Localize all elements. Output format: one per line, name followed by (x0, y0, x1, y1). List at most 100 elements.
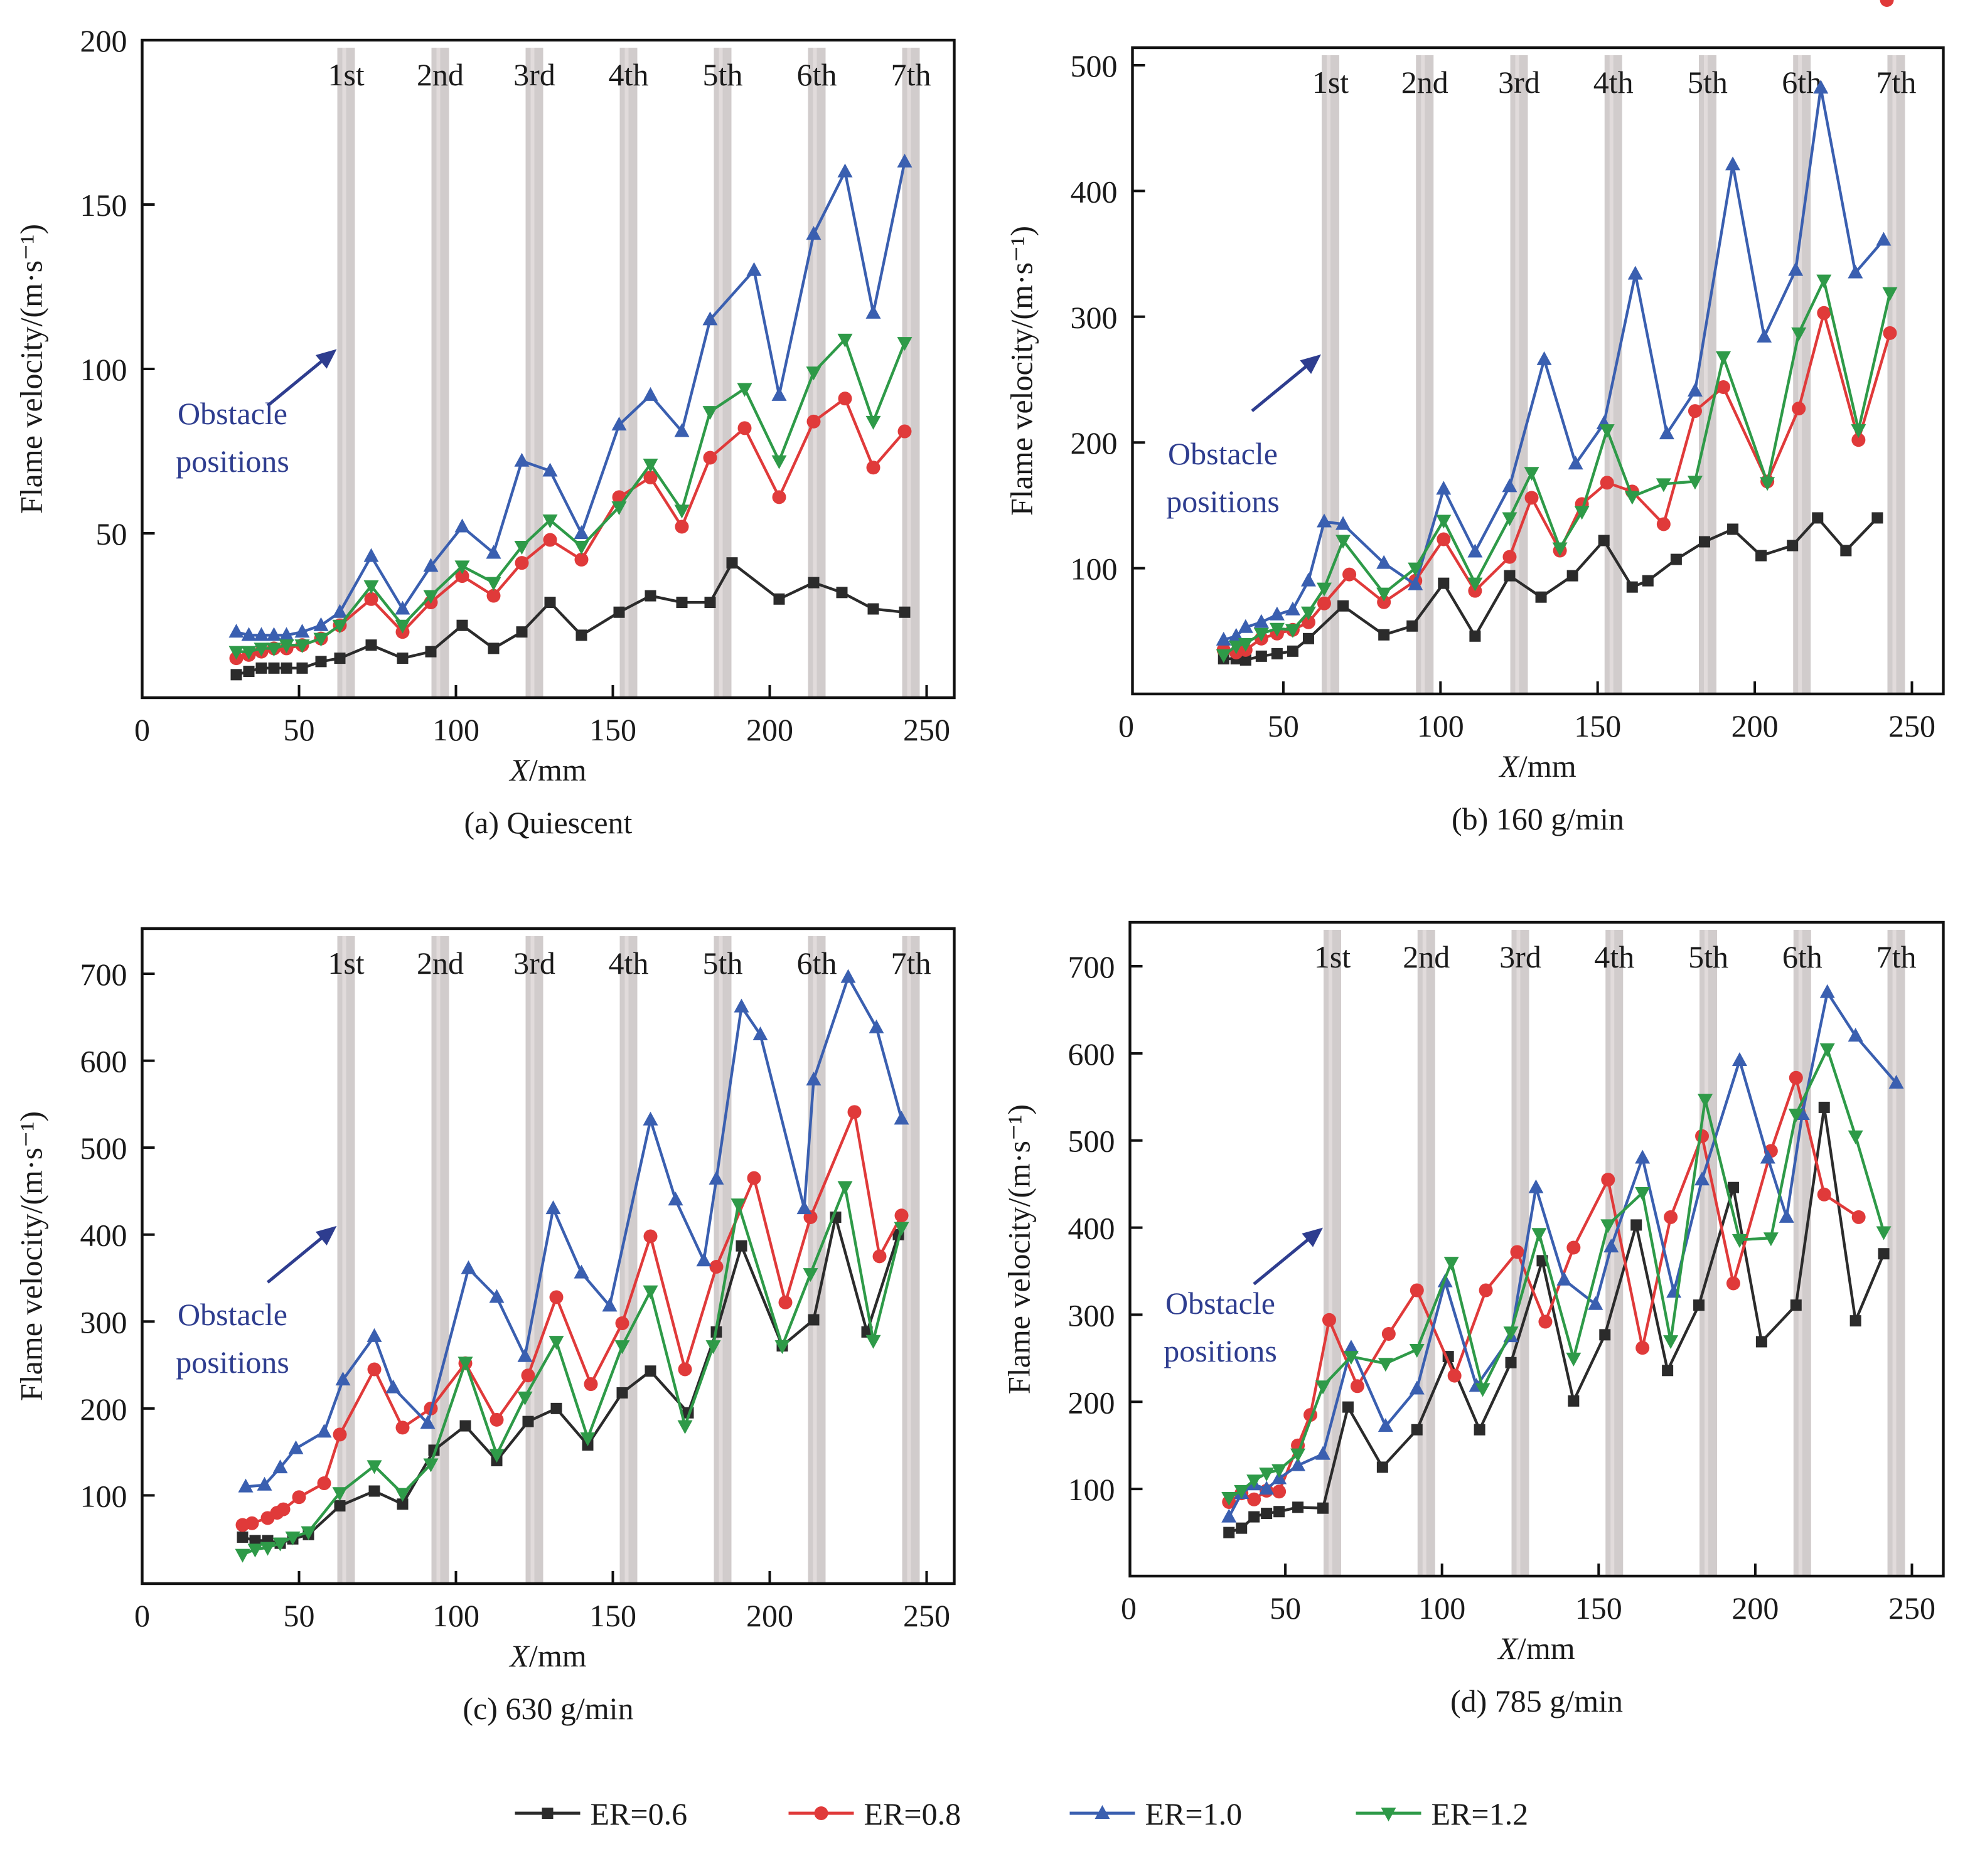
data-point (1670, 553, 1682, 565)
data-point (676, 597, 688, 609)
data-point (1789, 1070, 1803, 1085)
data-point (1272, 1484, 1287, 1499)
arrow-head-icon (1300, 354, 1321, 375)
legend-label: ER=1.0 (1145, 1796, 1243, 1831)
data-point (249, 1535, 261, 1547)
data-point (549, 1336, 564, 1350)
data-point (1601, 1173, 1615, 1187)
data-point (1322, 1313, 1336, 1327)
data-point (837, 163, 853, 178)
x-axis-label: X/mm (1497, 1631, 1575, 1666)
data-point (1840, 545, 1852, 557)
data-point (1566, 1240, 1581, 1255)
data-point (1502, 478, 1517, 493)
data-point (1411, 1424, 1423, 1436)
data-point (1688, 404, 1702, 418)
data-point (544, 597, 556, 609)
data-point (865, 304, 881, 319)
data-point (808, 1314, 820, 1326)
x-axis-label-var: X (1497, 1631, 1519, 1666)
data-point (726, 557, 738, 569)
panel-caption: (b) 160 g/min (1452, 801, 1624, 836)
data-point (1261, 1508, 1273, 1520)
obstacle-label: 5th (703, 946, 743, 981)
data-point (643, 1111, 658, 1126)
data-point (1849, 1315, 1861, 1327)
data-point (731, 1198, 746, 1213)
data-point (897, 424, 912, 439)
arrow-head-icon (315, 1225, 337, 1245)
data-point (1436, 514, 1452, 529)
data-point (332, 604, 348, 618)
data-point (806, 1072, 822, 1086)
legend-marker-square-icon (542, 1808, 554, 1819)
data-point (1238, 619, 1253, 633)
data-point (332, 1487, 348, 1501)
data-point (316, 1424, 332, 1438)
y-tick-label: 700 (1068, 949, 1115, 984)
data-point (1566, 1352, 1582, 1367)
x-tick-label: 50 (1268, 708, 1299, 743)
data-point (836, 587, 848, 599)
data-point (238, 1478, 254, 1493)
y-tick-label: 200 (80, 23, 127, 58)
data-point (1816, 274, 1832, 289)
obstacle-label: 3rd (1499, 939, 1541, 974)
y-tick-label: 700 (80, 957, 127, 992)
data-point (772, 490, 786, 504)
series-line (236, 338, 906, 653)
data-point (1301, 615, 1315, 629)
data-point (1475, 1383, 1491, 1397)
data-point (1300, 572, 1316, 587)
y-tick-label: 400 (1068, 1211, 1115, 1246)
data-point (1882, 287, 1898, 301)
data-point (335, 1372, 351, 1386)
data-point (1510, 1245, 1524, 1259)
data-point (545, 1200, 561, 1215)
x-axis-label-unit: /mm (529, 752, 587, 787)
chart-panel-c: 1st 2nd 3rd 4th 5th 6th 7th 0 50 100 150 200 250 100 2… (14, 927, 956, 1726)
obstacle-label: 7th (1876, 939, 1917, 974)
data-point (1408, 562, 1423, 577)
data-point (296, 662, 308, 674)
data-point (363, 580, 379, 594)
data-point (1790, 1299, 1802, 1311)
data-point (1787, 540, 1799, 552)
data-point (734, 998, 749, 1013)
data-point (522, 1415, 534, 1427)
annotation-arrow (266, 358, 326, 407)
obstacle-label: 5th (1688, 65, 1728, 100)
y-tick-label: 200 (1068, 1385, 1115, 1420)
data-point (1317, 513, 1332, 528)
data-point (543, 533, 557, 547)
data-point (1409, 1343, 1425, 1358)
series-er-0-6 (230, 557, 911, 681)
obstacle-label: 7th (891, 57, 931, 92)
obstacle-label: 4th (1593, 65, 1634, 100)
data-point (285, 1531, 301, 1545)
data-point (1228, 640, 1244, 654)
data-point (1878, 1248, 1890, 1260)
data-point (1524, 491, 1539, 505)
data-point (1760, 1149, 1775, 1164)
data-point (514, 540, 530, 555)
data-point (643, 470, 658, 484)
data-point (1687, 383, 1703, 397)
obstacle-label: 1st (1314, 939, 1351, 974)
data-point (1335, 535, 1351, 549)
data-point (395, 1488, 410, 1502)
data-point (254, 627, 269, 641)
obstacle-highlight (624, 936, 629, 1584)
data-point (1335, 516, 1351, 530)
x-tick-label: 150 (1574, 708, 1621, 743)
data-point (1343, 1351, 1359, 1365)
data-point (257, 1476, 272, 1491)
x-tick-label: 0 (1121, 1591, 1137, 1626)
obstacle-highlight (907, 936, 911, 1584)
data-point (1695, 1129, 1710, 1143)
panel-caption: (d) 785 g/min (1450, 1683, 1623, 1719)
data-point (1600, 1219, 1616, 1234)
data-point (580, 1432, 596, 1446)
data-point (488, 642, 500, 654)
